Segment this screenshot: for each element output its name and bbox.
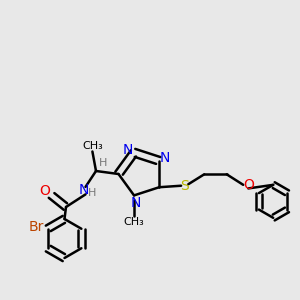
Text: N: N	[130, 196, 141, 210]
Text: O: O	[40, 184, 50, 198]
Text: H: H	[88, 188, 96, 198]
Text: S: S	[180, 179, 189, 193]
Text: CH₃: CH₃	[82, 141, 103, 151]
Text: Br: Br	[28, 220, 44, 234]
Text: CH₃: CH₃	[124, 217, 144, 227]
Text: O: O	[243, 178, 254, 192]
Text: N: N	[160, 152, 170, 165]
Text: N: N	[79, 184, 89, 197]
Text: H: H	[98, 158, 107, 169]
Text: N: N	[122, 143, 133, 157]
